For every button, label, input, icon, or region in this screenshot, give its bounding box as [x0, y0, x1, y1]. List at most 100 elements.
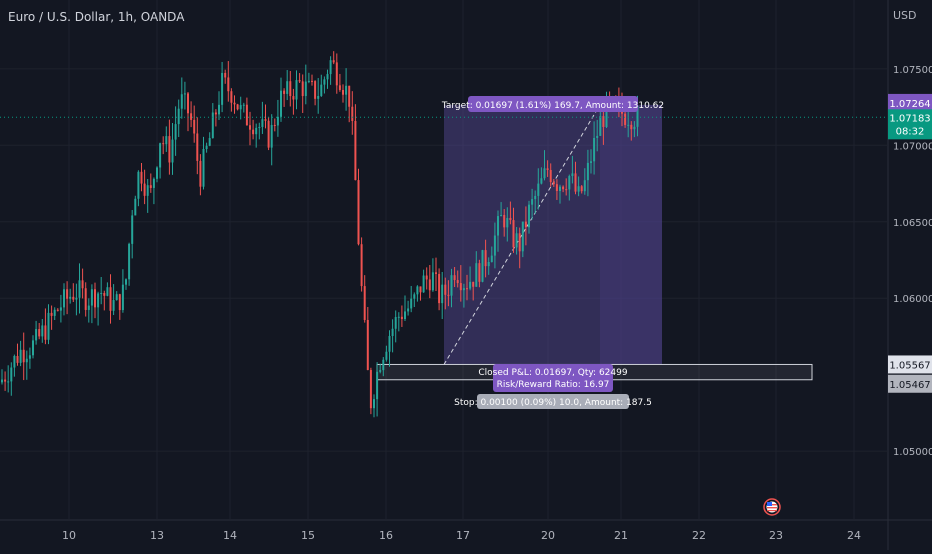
- candle-body: [425, 275, 428, 280]
- candle-body: [627, 124, 630, 126]
- candle-body: [456, 280, 459, 284]
- target-zone[interactable]: [444, 104, 662, 365]
- stop-label[interactable]: Stop: 0.00100 (0.09%) 10.0, Amount: 187.…: [454, 394, 652, 409]
- time-axis[interactable]: 10 13 14 15 16 17 20 21 22 23 24: [62, 529, 861, 542]
- candle-body: [180, 94, 183, 109]
- candle-body: [397, 316, 400, 318]
- candle-body: [267, 120, 270, 148]
- candle-body: [174, 124, 177, 140]
- y-tick-label: 1.07000: [893, 141, 932, 152]
- candle-body: [450, 275, 453, 296]
- candle-body: [462, 288, 465, 291]
- candle-body: [165, 136, 168, 145]
- candle-body: [128, 243, 131, 280]
- candle-body: [25, 358, 28, 363]
- candle-body: [53, 309, 56, 316]
- candle-body: [143, 183, 146, 196]
- candle-body: [72, 296, 75, 300]
- candle-body: [503, 215, 506, 228]
- pnl-label[interactable]: Closed P&L: 0.01697, Qty: 62499 Risk/Rew…: [478, 364, 628, 392]
- candle-body: [22, 349, 25, 363]
- candle-body: [224, 72, 227, 78]
- candle-body: [56, 309, 59, 311]
- candle-body: [183, 93, 186, 95]
- candle-body: [211, 112, 214, 139]
- candle-body: [298, 80, 301, 82]
- candle-body: [633, 126, 636, 130]
- candle-body: [202, 148, 205, 187]
- candle-body: [10, 367, 13, 382]
- candle-body: [385, 351, 388, 360]
- candle-body: [273, 124, 276, 126]
- candle-body: [38, 329, 41, 337]
- x-tick-label: 14: [223, 529, 237, 542]
- candle-body: [249, 125, 251, 130]
- candle-body: [410, 298, 413, 309]
- price-axis[interactable]: 1.07500 1.07000 1.06500 1.06000 1.05000: [893, 65, 932, 458]
- candle-body: [214, 112, 217, 115]
- candle-body: [459, 283, 462, 291]
- candle-body: [583, 180, 586, 192]
- target-label[interactable]: Target: 0.01697 (1.61%) 169.7, Amount: 1…: [441, 96, 664, 112]
- candle-body: [537, 183, 540, 196]
- candle-body: [90, 289, 93, 306]
- candle-body: [435, 272, 437, 274]
- candle-body: [100, 293, 103, 295]
- candle-body: [7, 381, 10, 383]
- x-tick-label: 13: [150, 529, 164, 542]
- candle-body: [159, 143, 162, 168]
- candle-body: [546, 168, 549, 171]
- candle-body: [431, 272, 434, 291]
- candle-body: [230, 91, 233, 103]
- candle-body: [394, 317, 397, 329]
- candle-body: [190, 113, 193, 120]
- candle-body: [41, 325, 44, 337]
- candle-body: [441, 284, 444, 304]
- candle-body: [115, 294, 118, 301]
- candle-body: [593, 137, 596, 162]
- candle-body: [438, 273, 441, 304]
- candle-body: [416, 286, 419, 295]
- candle-body: [571, 173, 574, 177]
- candle-body: [549, 170, 552, 183]
- y-tick-label: 1.06000: [893, 294, 932, 305]
- us-flag-icon[interactable]: [763, 498, 781, 516]
- candle-body: [239, 105, 242, 110]
- candle-body: [373, 399, 375, 409]
- candle-body: [1, 379, 3, 383]
- candle-body: [125, 279, 127, 285]
- long-position-tool[interactable]: [376, 104, 813, 381]
- candle-body: [236, 104, 239, 110]
- candle-body: [221, 72, 224, 105]
- candle-body: [524, 221, 527, 228]
- candle-body: [289, 81, 292, 97]
- candle-body: [242, 104, 245, 106]
- candle-body: [171, 139, 174, 163]
- candle-body: [388, 336, 391, 352]
- candle-body: [559, 186, 561, 192]
- candle-body: [602, 116, 605, 127]
- candle-body: [447, 294, 450, 296]
- candle-body: [75, 297, 78, 300]
- candle-body: [199, 160, 202, 187]
- candle-body: [314, 81, 317, 99]
- candle-body: [156, 167, 158, 179]
- candle-body: [196, 133, 199, 161]
- stop-price-label: 1.05467: [889, 380, 930, 391]
- stop-text: Stop: 0.00100 (0.09%) 10.0, Amount: 187.…: [454, 398, 652, 408]
- candle-body: [348, 85, 351, 107]
- candle-body: [472, 281, 475, 287]
- candle-body: [475, 263, 478, 287]
- candle-body: [453, 275, 456, 281]
- candle-body: [28, 355, 31, 359]
- candle-body: [109, 287, 112, 311]
- candle-body: [286, 81, 289, 94]
- candle-body: [590, 161, 592, 163]
- candle-body: [47, 312, 50, 340]
- x-tick-label: 15: [301, 529, 315, 542]
- candle-body: [562, 186, 565, 190]
- candle-body: [531, 199, 534, 205]
